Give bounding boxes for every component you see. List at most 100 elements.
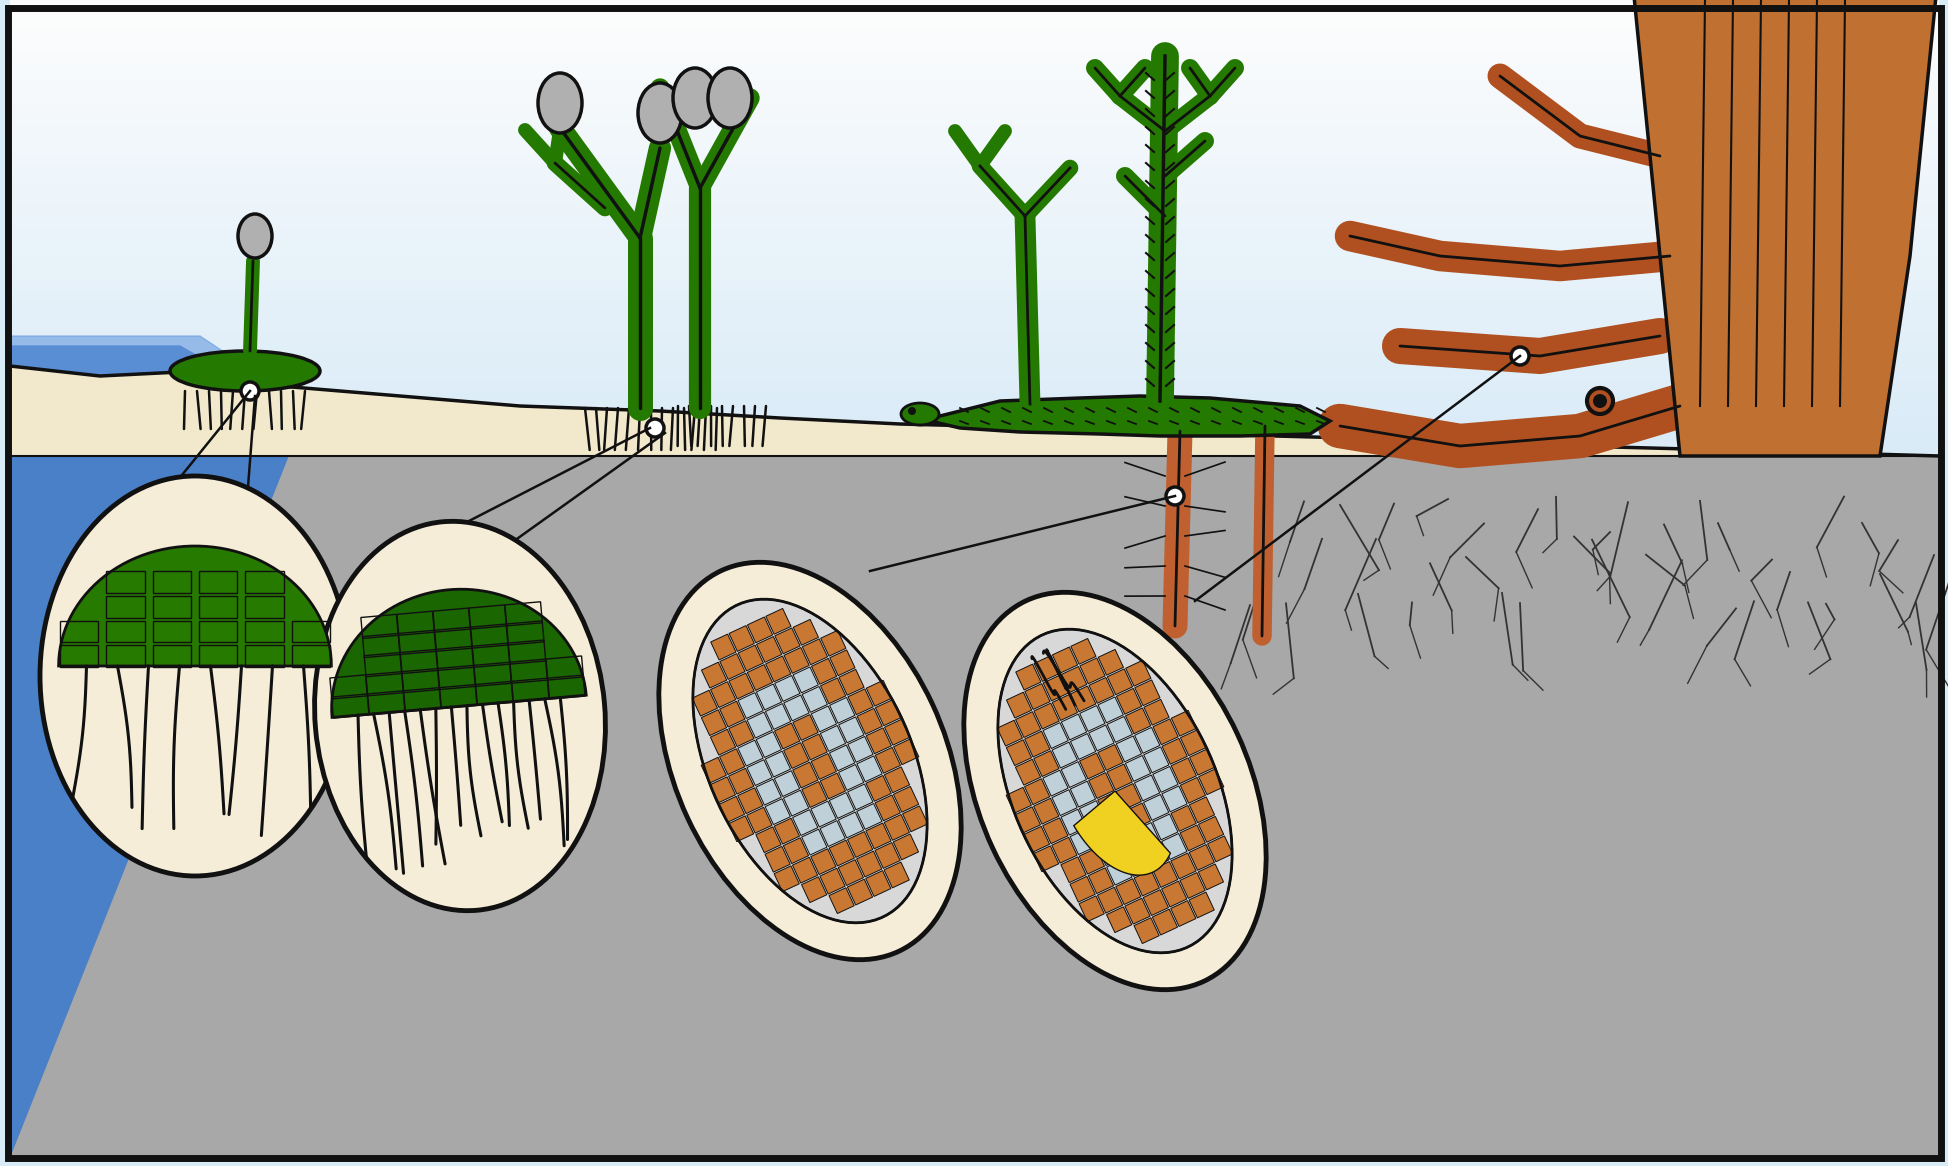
Ellipse shape <box>672 68 717 128</box>
Polygon shape <box>847 784 873 810</box>
Polygon shape <box>766 799 791 824</box>
Bar <box>10 359 1938 365</box>
Bar <box>10 28 1938 34</box>
Polygon shape <box>1106 859 1132 885</box>
Polygon shape <box>331 589 586 717</box>
Polygon shape <box>1179 872 1204 898</box>
Bar <box>10 51 1938 57</box>
Bar <box>10 257 1938 262</box>
Bar <box>10 399 1938 405</box>
Polygon shape <box>1069 829 1095 855</box>
Ellipse shape <box>900 403 939 424</box>
Bar <box>10 434 1938 438</box>
Polygon shape <box>875 795 900 821</box>
Bar <box>10 245 1938 251</box>
Polygon shape <box>729 721 754 746</box>
Bar <box>10 438 1938 444</box>
Polygon shape <box>820 869 845 894</box>
Polygon shape <box>1042 817 1068 844</box>
Bar <box>10 274 1938 280</box>
Ellipse shape <box>1586 388 1613 414</box>
Polygon shape <box>1060 761 1085 787</box>
Polygon shape <box>902 806 927 831</box>
Polygon shape <box>801 877 826 902</box>
Polygon shape <box>1143 747 1169 773</box>
Polygon shape <box>738 645 764 670</box>
Polygon shape <box>719 654 744 680</box>
Polygon shape <box>783 791 808 816</box>
Polygon shape <box>1171 758 1196 784</box>
Polygon shape <box>756 779 781 805</box>
Bar <box>10 91 1938 97</box>
Bar <box>10 17 1938 23</box>
Polygon shape <box>793 809 818 836</box>
Polygon shape <box>736 788 762 814</box>
Bar <box>10 285 1938 290</box>
Polygon shape <box>1005 739 1030 766</box>
Polygon shape <box>1052 647 1077 673</box>
Polygon shape <box>1062 667 1087 693</box>
Polygon shape <box>884 767 910 793</box>
Bar <box>10 302 1938 308</box>
Polygon shape <box>1087 868 1112 893</box>
Polygon shape <box>783 647 808 673</box>
Polygon shape <box>58 546 331 666</box>
Polygon shape <box>1126 660 1151 686</box>
Bar <box>10 342 1938 347</box>
Polygon shape <box>1089 677 1114 703</box>
Polygon shape <box>810 801 836 827</box>
Polygon shape <box>1079 801 1105 827</box>
Polygon shape <box>773 675 799 702</box>
Polygon shape <box>820 725 845 751</box>
Polygon shape <box>1134 918 1159 943</box>
Polygon shape <box>746 760 771 786</box>
Polygon shape <box>1060 857 1085 883</box>
Polygon shape <box>1034 655 1060 681</box>
Polygon shape <box>1188 844 1214 870</box>
Polygon shape <box>711 682 736 708</box>
Polygon shape <box>801 829 826 855</box>
Polygon shape <box>997 721 1023 746</box>
Polygon shape <box>1134 728 1159 753</box>
Ellipse shape <box>41 476 351 876</box>
Polygon shape <box>793 763 818 788</box>
Polygon shape <box>884 862 910 887</box>
Polygon shape <box>1089 773 1114 799</box>
Polygon shape <box>865 728 890 753</box>
Polygon shape <box>1188 796 1214 823</box>
Polygon shape <box>1079 658 1105 683</box>
Bar <box>10 205 1938 211</box>
Polygon shape <box>884 815 910 841</box>
Polygon shape <box>1208 836 1233 862</box>
Bar <box>10 45 1938 51</box>
Polygon shape <box>756 684 781 710</box>
Bar <box>10 387 1938 393</box>
Polygon shape <box>719 701 744 728</box>
Polygon shape <box>1060 809 1085 835</box>
Bar <box>10 331 1938 336</box>
Polygon shape <box>1134 870 1159 895</box>
Polygon shape <box>1073 791 1171 876</box>
Polygon shape <box>766 609 791 634</box>
Bar <box>10 126 1938 131</box>
Polygon shape <box>810 849 836 874</box>
Bar <box>10 154 1938 160</box>
Polygon shape <box>783 695 808 721</box>
Polygon shape <box>820 677 845 704</box>
Polygon shape <box>803 639 828 665</box>
Polygon shape <box>1161 738 1186 764</box>
Polygon shape <box>1153 719 1179 745</box>
Polygon shape <box>820 821 845 847</box>
Polygon shape <box>729 816 754 842</box>
Polygon shape <box>1032 799 1058 824</box>
Polygon shape <box>783 743 808 768</box>
Bar <box>10 325 1938 331</box>
Bar <box>10 23 1938 28</box>
Polygon shape <box>738 693 764 718</box>
Bar <box>10 280 1938 285</box>
Polygon shape <box>1069 781 1095 807</box>
Polygon shape <box>766 703 791 730</box>
Polygon shape <box>875 700 900 725</box>
Polygon shape <box>1069 686 1095 712</box>
Ellipse shape <box>1592 394 1607 408</box>
